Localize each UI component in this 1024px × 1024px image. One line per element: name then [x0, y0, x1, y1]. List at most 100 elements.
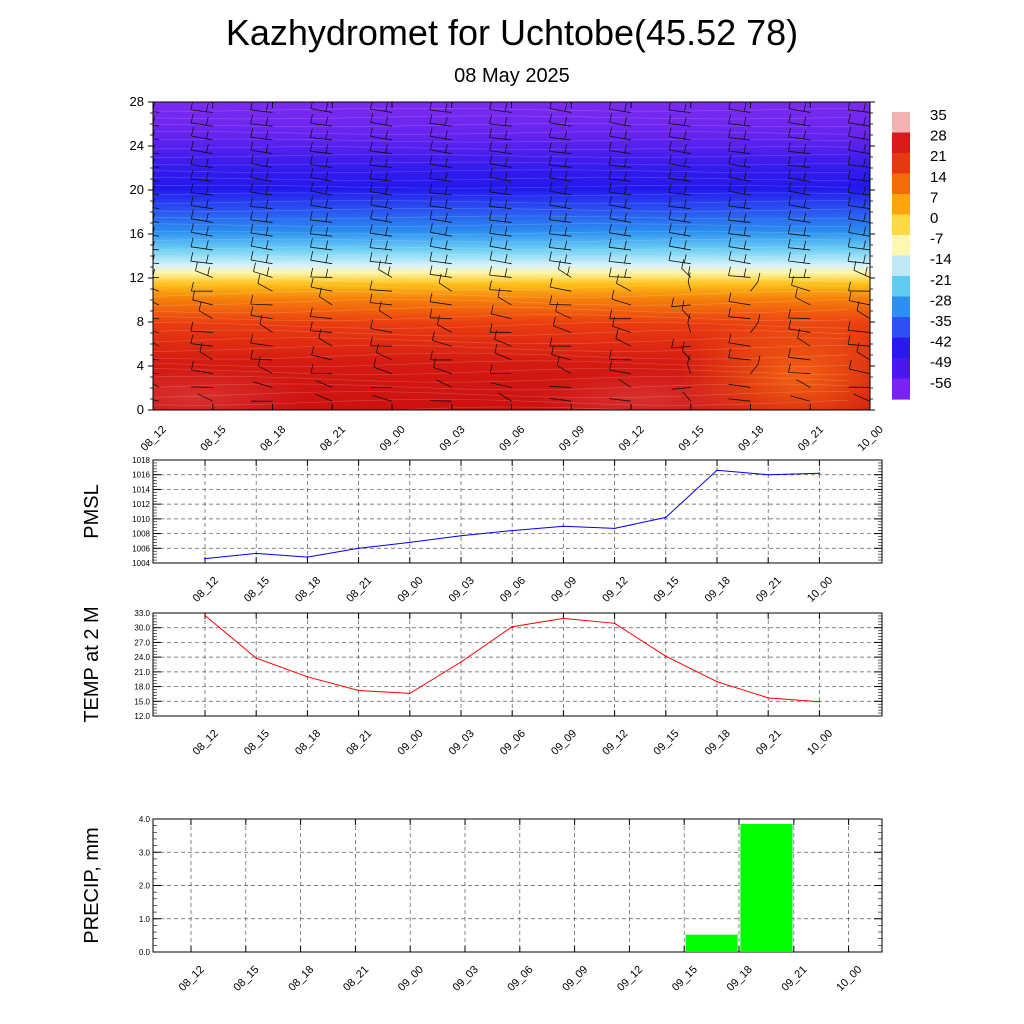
wind-barb-shaft: [370, 121, 393, 127]
wind-barb-feather: [310, 238, 313, 248]
cooler-region-right: [678, 304, 870, 410]
wind-barb-feather: [369, 238, 373, 248]
wind-barb-feather: [624, 158, 627, 168]
wind-barb: [432, 331, 452, 347]
wind-barb-shaft: [250, 342, 273, 347]
wind-barb-shaft: [797, 337, 811, 347]
contour-line: [153, 368, 850, 375]
wind-barb-shaft: [728, 246, 751, 251]
wind-barb-feather: [190, 209, 194, 219]
wind-barb-feather: [250, 183, 253, 193]
data-point: [613, 622, 616, 625]
wind-barb: [790, 395, 811, 402]
wind-barb-feather: [265, 157, 269, 167]
wind-barb-shaft: [430, 149, 452, 155]
wind-barb-feather: [624, 240, 627, 250]
wind-barb-shaft: [728, 205, 751, 210]
wind-barb: [669, 237, 691, 251]
wind-barb: [671, 338, 691, 349]
wind-barb: [489, 364, 512, 375]
wind-barb-shaft: [489, 191, 512, 196]
wind-barb-shaft: [191, 386, 213, 388]
contour-line: [153, 398, 850, 406]
wind-barb: [549, 168, 572, 182]
wind-barb-shaft: [795, 296, 811, 306]
wind-barb-feather: [788, 251, 791, 262]
wind-barb-feather: [429, 237, 433, 247]
profile-x-tick-label: 09_06: [497, 424, 527, 454]
wind-barb-shaft: [430, 400, 452, 402]
wind-barb-shaft: [668, 192, 691, 196]
wind-barb-feather: [668, 223, 672, 233]
wind-barb-shaft: [489, 123, 512, 127]
wind-barb-shaft: [370, 108, 393, 113]
colorbar-label: 28: [930, 128, 947, 145]
wind-barb-shaft: [549, 190, 572, 196]
wind-barb-feather: [549, 210, 552, 220]
wind-barb-feather: [489, 114, 492, 124]
wind-barb-feather: [489, 364, 493, 374]
wind-barb-feather: [787, 156, 791, 166]
wind-barb-feather: [803, 240, 807, 250]
x-tick-label: 09_15: [651, 575, 681, 605]
wind-barb-feather: [848, 127, 851, 137]
wind-barb-feather: [608, 267, 612, 277]
colorbar-label: -56: [930, 375, 952, 392]
wind-barb-shaft: [489, 109, 512, 113]
wind-barb-shaft: [489, 150, 512, 155]
wind-barb-feather: [548, 142, 552, 152]
profile-x-tick-label: 10_00: [856, 424, 886, 454]
wind-barb-shaft: [376, 352, 393, 361]
wind-barb-feather: [683, 130, 687, 140]
wind-barb-feather: [564, 240, 568, 250]
wind-barb: [549, 295, 572, 306]
wind-barb: [436, 379, 452, 388]
contour-line: [153, 238, 850, 243]
wind-barb-shaft: [257, 283, 273, 292]
contour-line: [153, 298, 850, 306]
wind-barb-shaft: [190, 330, 213, 333]
wind-barb-shaft: [848, 122, 870, 127]
wind-barb-feather: [370, 102, 373, 110]
data-point: [716, 469, 718, 472]
wind-barb-shaft: [436, 379, 452, 388]
wind-barb-feather: [250, 306, 254, 316]
data-point: [357, 689, 360, 692]
contour-line: [153, 154, 850, 158]
wind-barb: [429, 114, 452, 127]
wind-barb: [668, 102, 691, 113]
wind-barb: [370, 319, 393, 333]
wind-barb-feather: [683, 213, 687, 223]
wind-barb-shaft: [609, 246, 632, 251]
wind-barb-feather: [504, 254, 508, 264]
wind-barb-shaft: [153, 248, 160, 251]
wind-barb-feather: [369, 224, 373, 234]
x-tick-label: 09_09: [560, 964, 590, 994]
wind-barb-feather: [743, 226, 747, 237]
wind-barb-feather: [863, 158, 866, 168]
wind-barb-shaft: [848, 109, 870, 113]
wind-barb-shaft: [310, 177, 333, 182]
wind-barb-feather: [788, 169, 791, 179]
wind-barb-feather: [847, 169, 851, 179]
y-tick-label: 1006: [132, 544, 150, 553]
wind-barb: [190, 196, 213, 210]
wind-barb-shaft: [153, 235, 160, 237]
wind-barb: [310, 278, 333, 292]
wind-barb-feather: [137, 128, 139, 137]
wind-barb-shaft: [370, 328, 393, 333]
data-point: [255, 657, 257, 659]
wind-barb: [549, 182, 572, 196]
wind-barb-shaft: [728, 137, 751, 141]
wind-barb: [197, 393, 213, 402]
wind-barb-shaft: [494, 352, 512, 361]
wind-barb-shaft: [429, 317, 452, 320]
x-tick-label: 09_15: [670, 964, 700, 994]
wind-barb-shaft: [192, 299, 213, 306]
wind-barb: [668, 210, 691, 223]
wind-barb: [608, 141, 632, 155]
wind-barb: [728, 250, 751, 265]
wind-barb-feather: [558, 260, 561, 270]
wind-barb-shaft: [310, 108, 333, 113]
contour-line: [153, 254, 850, 258]
